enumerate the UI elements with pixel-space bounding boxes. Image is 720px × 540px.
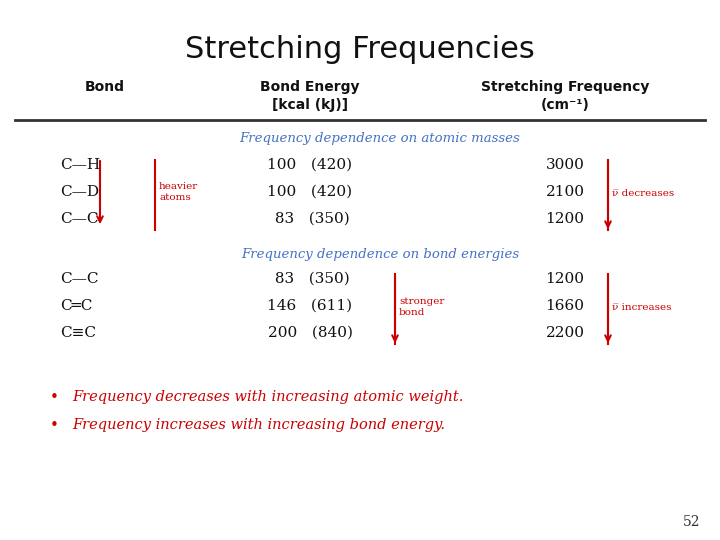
Text: Frequency decreases with increasing atomic weight.: Frequency decreases with increasing atom…	[72, 390, 464, 404]
Text: 2200: 2200	[546, 326, 585, 340]
Text: 1660: 1660	[546, 299, 585, 313]
Text: heavier
atoms: heavier atoms	[159, 182, 198, 202]
Text: •: •	[50, 418, 59, 433]
Text: 3000: 3000	[546, 158, 585, 172]
Text: Frequency dependence on bond energies: Frequency dependence on bond energies	[241, 248, 519, 261]
Text: C—H: C—H	[60, 158, 100, 172]
Text: ν̅ increases: ν̅ increases	[612, 302, 672, 312]
Text: 52: 52	[683, 515, 700, 529]
Text: stronger
bond: stronger bond	[399, 297, 444, 317]
Text: Bond: Bond	[85, 80, 125, 94]
Text: 1200: 1200	[546, 212, 585, 226]
Text: Stretching Frequencies: Stretching Frequencies	[185, 35, 535, 64]
Text: 1200: 1200	[546, 272, 585, 286]
Text: 146   (611): 146 (611)	[267, 299, 353, 313]
Text: 83   (350): 83 (350)	[270, 272, 350, 286]
Text: ν̅ decreases: ν̅ decreases	[612, 188, 674, 198]
Text: C—C: C—C	[60, 272, 99, 286]
Text: 100   (420): 100 (420)	[267, 158, 353, 172]
Text: 83   (350): 83 (350)	[270, 212, 350, 226]
Text: 2100: 2100	[546, 185, 585, 199]
Text: C—C: C—C	[60, 212, 99, 226]
Text: C═C: C═C	[60, 299, 92, 313]
Text: 100   (420): 100 (420)	[267, 185, 353, 199]
Text: Stretching Frequency
(cm⁻¹): Stretching Frequency (cm⁻¹)	[481, 80, 649, 112]
Text: C—D: C—D	[60, 185, 99, 199]
Text: •: •	[50, 390, 59, 405]
Text: Frequency dependence on atomic masses: Frequency dependence on atomic masses	[240, 132, 521, 145]
Text: Bond Energy
[kcal (kJ)]: Bond Energy [kcal (kJ)]	[260, 80, 360, 112]
Text: Frequency increases with increasing bond energy.: Frequency increases with increasing bond…	[72, 418, 445, 432]
Text: 200   (840): 200 (840)	[268, 326, 353, 340]
Text: C≡C: C≡C	[60, 326, 96, 340]
